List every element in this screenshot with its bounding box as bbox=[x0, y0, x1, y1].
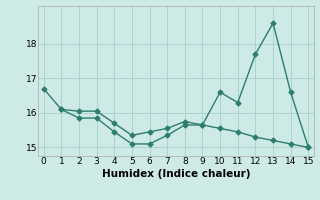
X-axis label: Humidex (Indice chaleur): Humidex (Indice chaleur) bbox=[102, 169, 250, 179]
